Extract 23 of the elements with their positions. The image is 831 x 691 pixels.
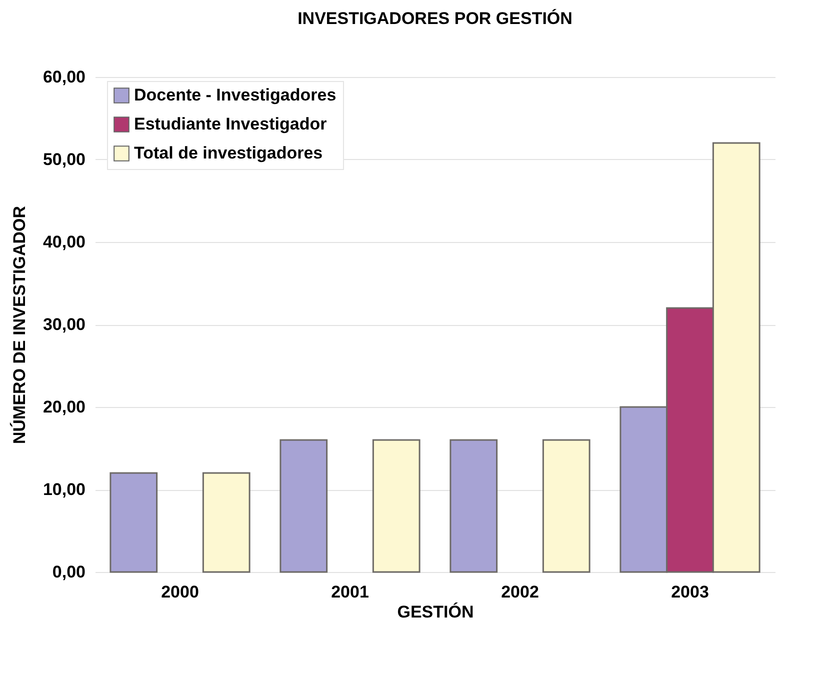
y-tick-label: 10,00 bbox=[42, 480, 86, 499]
legend-label: Total de investigadores bbox=[134, 144, 323, 162]
y-tick-label: 20,00 bbox=[42, 398, 86, 416]
x-axis-title: GESTIÓN bbox=[397, 602, 474, 622]
bar bbox=[542, 439, 590, 573]
chart-title: INVESTIGADORES POR GESTIÓN bbox=[298, 8, 572, 28]
legend-label: Docente - Investigadores bbox=[134, 86, 336, 104]
bar bbox=[450, 439, 498, 573]
y-tick-label: 50,00 bbox=[42, 150, 86, 169]
x-tick-label: 2003 bbox=[671, 582, 709, 602]
bar bbox=[110, 472, 158, 573]
y-tick-label: 30,00 bbox=[42, 315, 86, 334]
x-tick-label: 2001 bbox=[331, 582, 369, 602]
y-tick-label: 0,00 bbox=[52, 562, 86, 582]
y-tick-label: 60,00 bbox=[42, 68, 86, 86]
bar bbox=[372, 439, 420, 573]
x-tick-label: 2000 bbox=[161, 582, 199, 602]
y-axis-title: NÚMERO DE INVESTIGADOR bbox=[8, 206, 29, 444]
bar bbox=[280, 439, 328, 573]
bar bbox=[202, 472, 250, 573]
y-tick-label: 40,00 bbox=[42, 232, 86, 252]
x-tick-label: 2002 bbox=[501, 582, 539, 602]
legend-label: Estudiante Investigador bbox=[134, 114, 328, 134]
